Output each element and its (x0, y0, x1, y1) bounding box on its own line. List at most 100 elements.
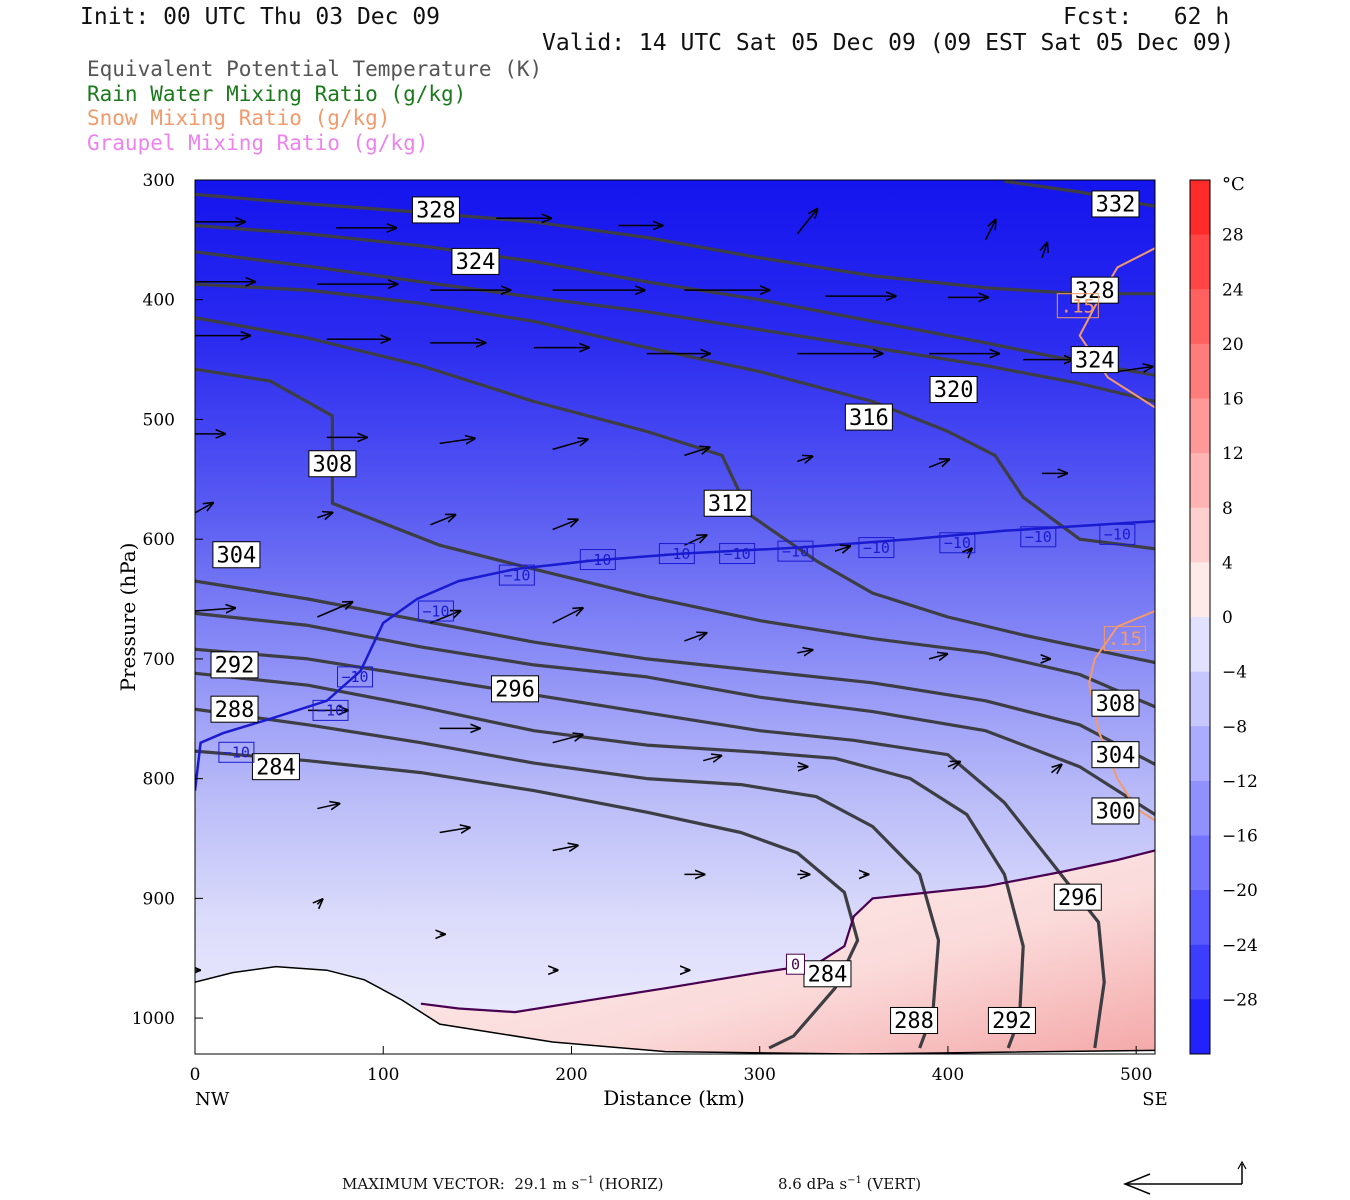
y-axis: 300 400 500 600 700 800 900 1000 (132, 171, 203, 1029)
svg-text:328: 328 (1075, 279, 1115, 304)
theta-e-contour-300 (195, 611, 1155, 816)
colorbar-segment (1190, 944, 1210, 1000)
svg-text:296: 296 (495, 678, 535, 703)
y-tick-label: 600 (143, 530, 175, 550)
legend-graupel: Graupel Mixing Ratio (g/kg) (87, 131, 429, 155)
wind-vector (1117, 367, 1152, 372)
colorbar-tick-label: −12 (1222, 772, 1258, 792)
theta-e-label: 292 (210, 651, 259, 679)
wind-vector (684, 447, 709, 457)
theta-e-contour-320 (195, 250, 1155, 404)
theta-e-label: 324 (451, 247, 500, 275)
svg-text:284: 284 (256, 755, 296, 780)
svg-text:288: 288 (894, 1009, 934, 1034)
terrain-line (195, 965, 1155, 1054)
max-vector-vertical: 8.6 dPa s−1 (VERT) (778, 1175, 922, 1193)
colorbar-segment (1190, 234, 1210, 290)
isotherm-label: −10 (218, 741, 255, 763)
theta-e-label: 332 (1091, 190, 1140, 218)
svg-text:292: 292 (992, 1009, 1032, 1034)
wind-vectors (195, 209, 1155, 970)
colorbar-frame (1189, 179, 1211, 1055)
svg-text:284: 284 (808, 962, 848, 987)
colorbar-segment (1190, 999, 1210, 1055)
wind-vector (317, 513, 332, 518)
isotherm-label: −10 (312, 699, 349, 721)
isotherm-label: −10 (939, 532, 976, 554)
theta-e-label: 324 (1070, 346, 1119, 373)
wind-vector (1051, 765, 1061, 773)
svg-text:.15: .15 (1108, 628, 1142, 650)
svg-text:−10: −10 (341, 668, 368, 686)
colorbar-segment (1190, 343, 1210, 399)
plot-frame (194, 179, 1156, 1055)
theta-e-label: 288 (890, 1006, 939, 1034)
isotherm-label: −10 (719, 543, 756, 565)
wind-vector (430, 515, 455, 526)
colorbar-segment (1190, 617, 1210, 673)
svg-text:328: 328 (416, 199, 456, 224)
colorbar-segment (1190, 562, 1210, 618)
colorbar-segment (1190, 780, 1210, 836)
wind-vector (439, 828, 470, 833)
svg-text:−10: −10 (584, 551, 611, 569)
svg-text:288: 288 (215, 698, 255, 723)
theta-e-contour-284 (195, 749, 860, 1050)
svg-text:308: 308 (1096, 692, 1136, 717)
colorbar-tick-label: −16 (1222, 827, 1258, 847)
colorbar-segment (1190, 835, 1210, 891)
x-tick-label: 100 (367, 1065, 399, 1085)
colorbar-segment (1190, 726, 1210, 782)
wind-vector (195, 608, 235, 611)
theta-e-contour-288 (195, 707, 941, 1049)
legend-theta-e: Equivalent Potential Temperature (K) (87, 57, 543, 81)
svg-text:312: 312 (708, 492, 748, 517)
wind-vector (317, 602, 352, 618)
svg-text:−10: −10 (223, 744, 250, 762)
colorbar-segment (1190, 180, 1210, 236)
svg-text:308: 308 (313, 452, 353, 477)
theta-e-label: 288 (210, 695, 259, 723)
svg-text:292: 292 (215, 654, 255, 679)
wind-vector (834, 546, 850, 551)
theta-e-label: 296 (1053, 883, 1102, 911)
init-time: Init: 00 UTC Thu 03 Dec 09 (80, 4, 441, 30)
contour-labels: 328 324 332 328 324 320 316 308 312 304 292 288 296 2… (210, 190, 1146, 1034)
wind-vector (317, 899, 322, 904)
terrain-mask (195, 965, 1155, 1054)
theta-e-label: 284 (251, 753, 300, 780)
zero-degree-line (420, 849, 1155, 1014)
wind-vector (797, 650, 812, 653)
above-freezing-shading (420, 850, 1155, 1054)
colorbar-segment (1190, 671, 1210, 727)
theta-e-label: 316 (844, 403, 893, 431)
svg-text:300: 300 (1096, 800, 1136, 825)
minus-10-isotherm (195, 519, 1155, 791)
colorbar-segment (1190, 507, 1210, 563)
wind-vector (928, 459, 949, 469)
colorbar-tick-label: −24 (1222, 936, 1258, 956)
svg-text:320: 320 (934, 378, 974, 403)
theta-e-contour-328 (195, 192, 1155, 296)
wind-vector (552, 608, 583, 624)
reference-vector-icon (1122, 1160, 1247, 1195)
colorbar-segment (1190, 453, 1210, 509)
legend-snow: Snow Mixing Ratio (g/kg) (87, 106, 391, 130)
svg-text:324: 324 (1075, 348, 1115, 373)
colorbar-tick-label: 8 (1222, 499, 1233, 519)
colorbar-tick-label: 24 (1222, 280, 1244, 300)
colorbar-tick-label: 28 (1222, 226, 1244, 246)
colorbar-segment (1190, 398, 1210, 454)
wind-vector (797, 456, 812, 461)
colorbar-tick-label: 12 (1222, 444, 1244, 464)
y-tick-label: 300 (143, 171, 175, 191)
theta-e-label: 284 (803, 960, 852, 987)
svg-text:−10: −10 (1025, 528, 1052, 546)
colorbar-tick-label: −20 (1222, 881, 1258, 901)
colorbar-tick-label: 4 (1222, 553, 1233, 573)
wind-vector (796, 209, 817, 235)
theta-e-label: 312 (703, 489, 752, 517)
y-tick-label: 900 (143, 889, 175, 909)
theta-e-label: 328 (411, 196, 460, 224)
